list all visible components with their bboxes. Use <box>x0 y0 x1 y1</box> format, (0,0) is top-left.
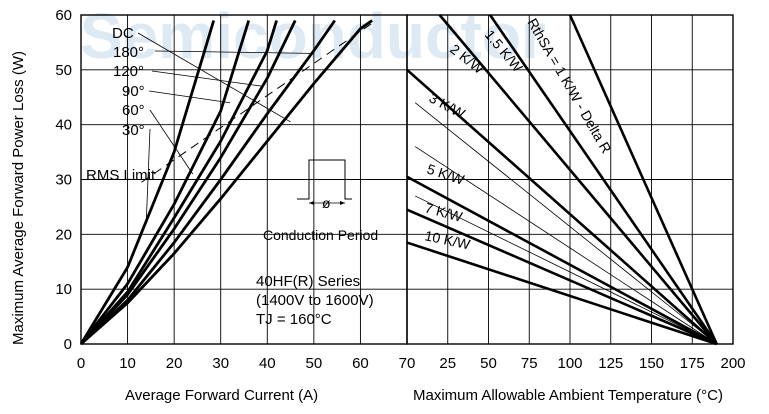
left-x-tick-label: 30 <box>212 355 229 372</box>
right-x-tick-label: 200 <box>720 355 745 372</box>
left-x-tick-label: 10 <box>119 355 136 372</box>
right-x-axis-title: Maximum Allowable Ambient Temperature (°… <box>413 387 723 404</box>
left-x-axis-title: Average Forward Current (A) <box>125 387 318 404</box>
voltage-label: (1400V to 1600V) <box>256 292 374 309</box>
left-x-tick-label: 70 <box>399 355 416 372</box>
y-axis-title: Maximum Average Forward Power Loss (W) <box>10 51 27 345</box>
y-tick-label: 50 <box>55 62 72 79</box>
label-30: 30° <box>122 122 145 139</box>
label-120: 120° <box>113 63 144 80</box>
rms-limit-label: RMS Limit <box>86 167 156 184</box>
right-x-tick-label: 100 <box>557 355 582 372</box>
left-x-tick-label: 20 <box>166 355 183 372</box>
label-180: 180° <box>113 44 144 61</box>
left-x-tick-label: 0 <box>77 355 85 372</box>
label-r5: 5 K/W <box>425 161 467 188</box>
tj-label: TJ = 160°C <box>256 311 332 328</box>
series-label: 40HF(R) Series <box>256 273 360 290</box>
right-x-tick-label: 125 <box>598 355 623 372</box>
left-x-tick-label: 60 <box>352 355 369 372</box>
right-x-tick-label: 75 <box>521 355 538 372</box>
y-tick-label: 10 <box>55 281 72 298</box>
right-x-tick-label: 175 <box>680 355 705 372</box>
label-90: 90° <box>122 83 145 100</box>
left-x-tick-label: 50 <box>306 355 323 372</box>
right-x-tick-label: 25 <box>439 355 456 372</box>
y-tick-label: 0 <box>64 336 72 353</box>
rthsa-line-5KW <box>407 177 717 344</box>
y-tick-label: 60 <box>55 7 72 24</box>
rthsa-line-10KW <box>407 243 717 344</box>
conduction-period-diagram: ø <box>297 160 352 211</box>
right-x-tick-label: 150 <box>639 355 664 372</box>
left-x-tick-label: 40 <box>259 355 276 372</box>
conduction-period-label: Conduction Period <box>263 227 378 243</box>
right-x-tick-label: 50 <box>480 355 497 372</box>
phi-label: ø <box>322 195 331 211</box>
label-dc: DC <box>112 25 134 42</box>
y-tick-label: 20 <box>55 226 72 243</box>
y-tick-label: 30 <box>55 172 72 189</box>
label-leader-line <box>150 110 193 174</box>
label-60: 60° <box>122 102 145 119</box>
y-tick-label: 40 <box>55 117 72 134</box>
